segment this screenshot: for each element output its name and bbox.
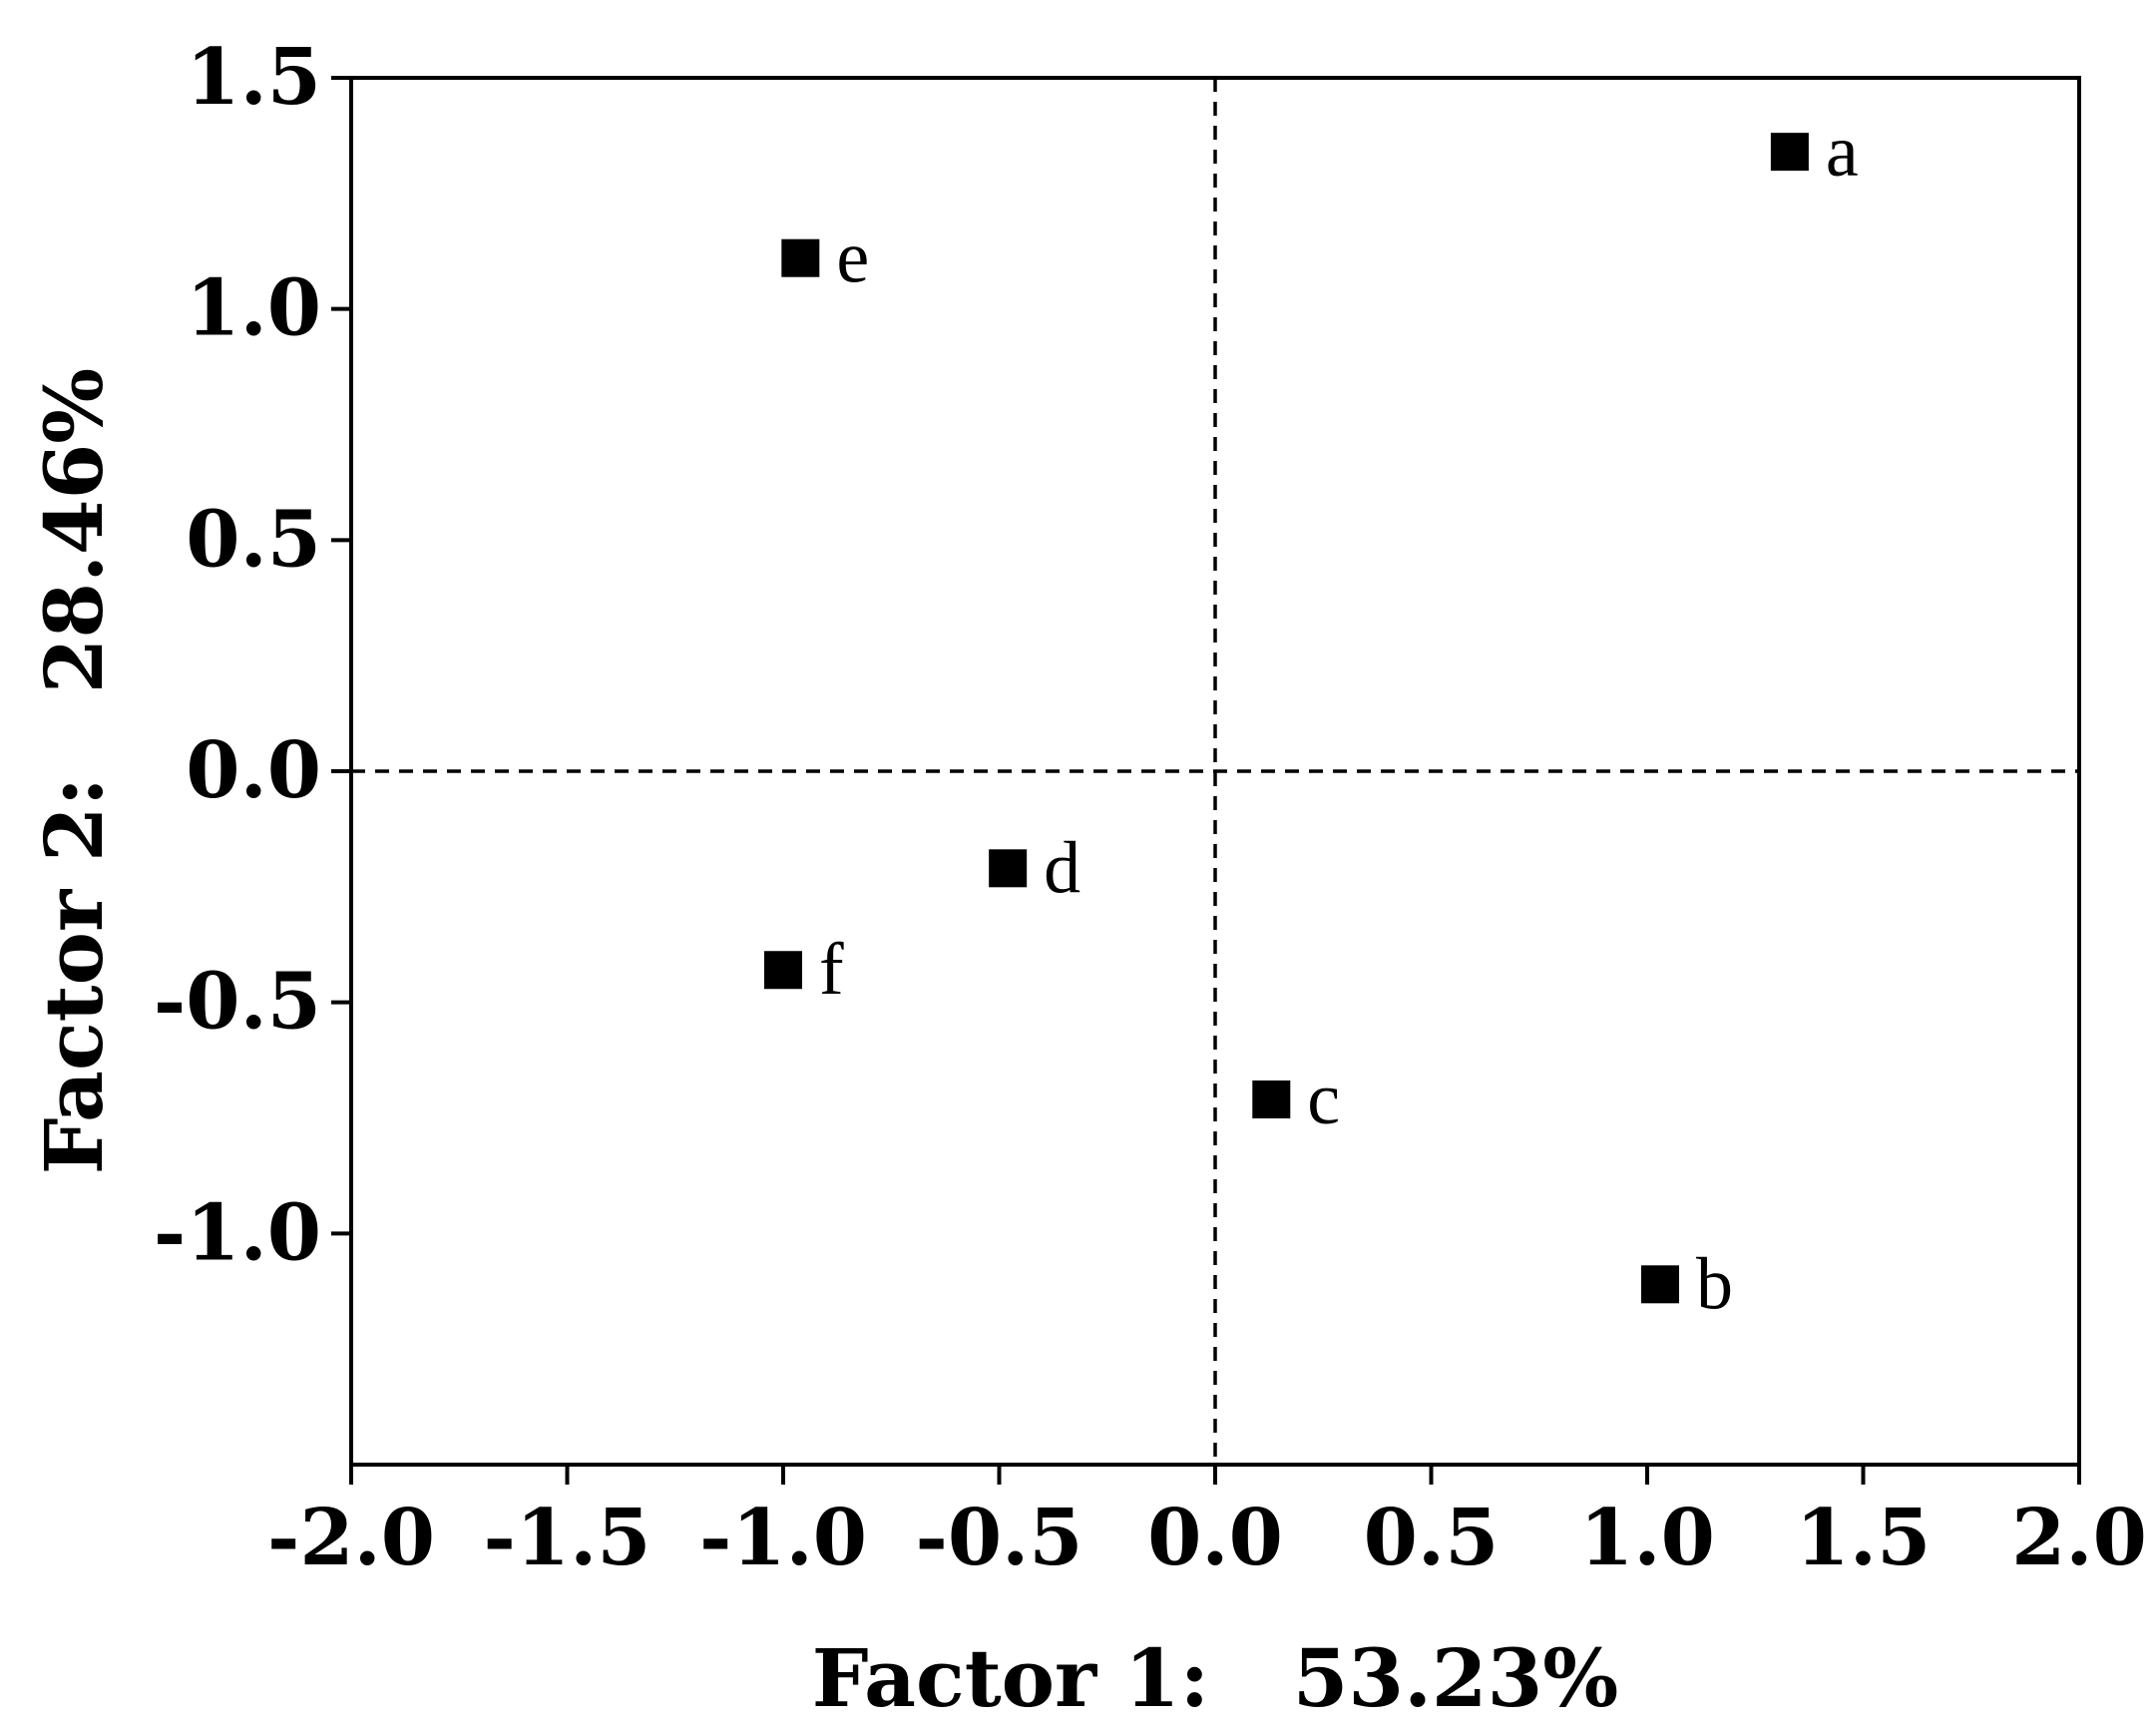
x-tick-label: 2.0: [2011, 1493, 2147, 1583]
y-tick-label: 0.5: [186, 494, 321, 585]
data-point-label-d: d: [1044, 827, 1080, 909]
y-axis: -1.0 -0.5 0.0 0.5 1.0 1.5: [154, 32, 351, 1278]
data-point-c: [1252, 1080, 1291, 1118]
x-tick-label: -1.0: [699, 1493, 867, 1583]
x-tick-label: -0.5: [915, 1493, 1082, 1583]
y-axis-title: Factor 2: 28.46%: [27, 368, 121, 1175]
data-point-b: [1640, 1265, 1679, 1304]
data-point-label-e: e: [836, 217, 869, 299]
x-tick-label: -1.5: [483, 1493, 650, 1583]
data-point-label-f: f: [819, 929, 844, 1011]
x-tick-label: 0.0: [1147, 1493, 1283, 1583]
data-point-d: [989, 849, 1028, 888]
x-tick-label: -2.0: [267, 1493, 435, 1583]
data-point-label-a: a: [1826, 111, 1859, 193]
y-tick-label: 1.5: [186, 32, 321, 123]
x-axis: -2.0 -1.5 -1.0 -0.5 0.0 0.5 1.0 1.5 2.0: [267, 1465, 2147, 1583]
x-tick-label: 1.5: [1796, 1493, 1932, 1583]
y-tick-label: -0.5: [154, 957, 321, 1048]
data-point-label-b: b: [1696, 1243, 1733, 1325]
data-point-a: [1770, 133, 1809, 172]
x-tick-label: 1.0: [1579, 1493, 1715, 1583]
y-tick-label: 0.0: [186, 725, 321, 816]
data-point-f: [764, 951, 802, 990]
x-axis-title: Factor 1: 53.23%: [812, 1631, 1619, 1725]
x-tick-label: 0.5: [1364, 1493, 1500, 1583]
data-point-label-c: c: [1307, 1059, 1340, 1140]
y-tick-label: -1.0: [154, 1187, 321, 1278]
data-point-e: [781, 238, 820, 277]
data-points: a b c d e f: [764, 111, 1859, 1325]
y-tick-label: 1.0: [186, 263, 321, 354]
